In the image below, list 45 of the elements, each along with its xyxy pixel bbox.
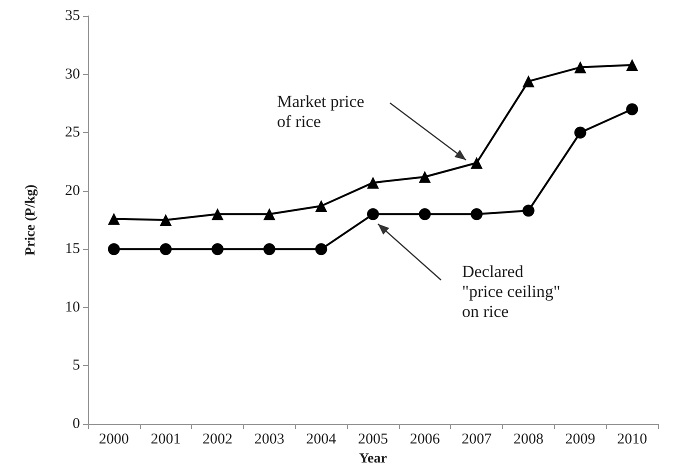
y-tick-label: 10 <box>65 299 80 316</box>
point <box>418 170 431 183</box>
point <box>470 156 483 169</box>
point <box>574 61 586 74</box>
y-tick-label: 0 <box>72 416 80 432</box>
x-axis-title: Year <box>359 452 387 466</box>
y-tick-label: 35 <box>65 8 80 24</box>
point <box>160 214 172 226</box>
point <box>626 103 638 116</box>
point <box>367 176 379 189</box>
point <box>470 208 483 220</box>
y-tick-label: 5 <box>72 358 80 374</box>
x-tick-label: 2005 <box>358 432 388 448</box>
x-tick-label: 2002 <box>202 432 233 448</box>
point <box>418 208 431 220</box>
x-tick-label: 2007 <box>462 432 492 448</box>
point <box>263 208 276 220</box>
point <box>108 243 120 256</box>
point <box>522 75 534 88</box>
x-tick-label: 2000 <box>98 432 129 448</box>
point <box>263 243 276 256</box>
y-tick-label: 25 <box>65 124 80 141</box>
x-tick-label: 2003 <box>254 432 284 448</box>
point <box>160 243 172 256</box>
y-tick-label: 20 <box>65 182 80 199</box>
point <box>315 243 328 256</box>
x-tick-label: 2010 <box>617 432 648 448</box>
y-axis-title: Price (P/kg) <box>24 184 38 256</box>
point <box>212 208 224 220</box>
point <box>626 58 638 71</box>
point <box>108 212 120 225</box>
x-tick-label: 2008 <box>513 432 544 448</box>
x-tick-label: 2006 <box>410 432 440 448</box>
annotation: Market price of rice <box>277 92 364 132</box>
point <box>574 126 586 139</box>
x-tick-label: 2004 <box>306 432 337 448</box>
point <box>315 200 328 212</box>
y-tick-label: 30 <box>65 66 80 82</box>
x-tick-label: 2009 <box>565 432 596 448</box>
x-tick-label: 2001 <box>150 432 181 448</box>
point <box>212 243 224 256</box>
annotation: Declared "price ceiling" on rice <box>462 262 560 322</box>
y-tick-label: 15 <box>65 241 80 258</box>
point <box>367 208 379 220</box>
point <box>522 204 534 217</box>
